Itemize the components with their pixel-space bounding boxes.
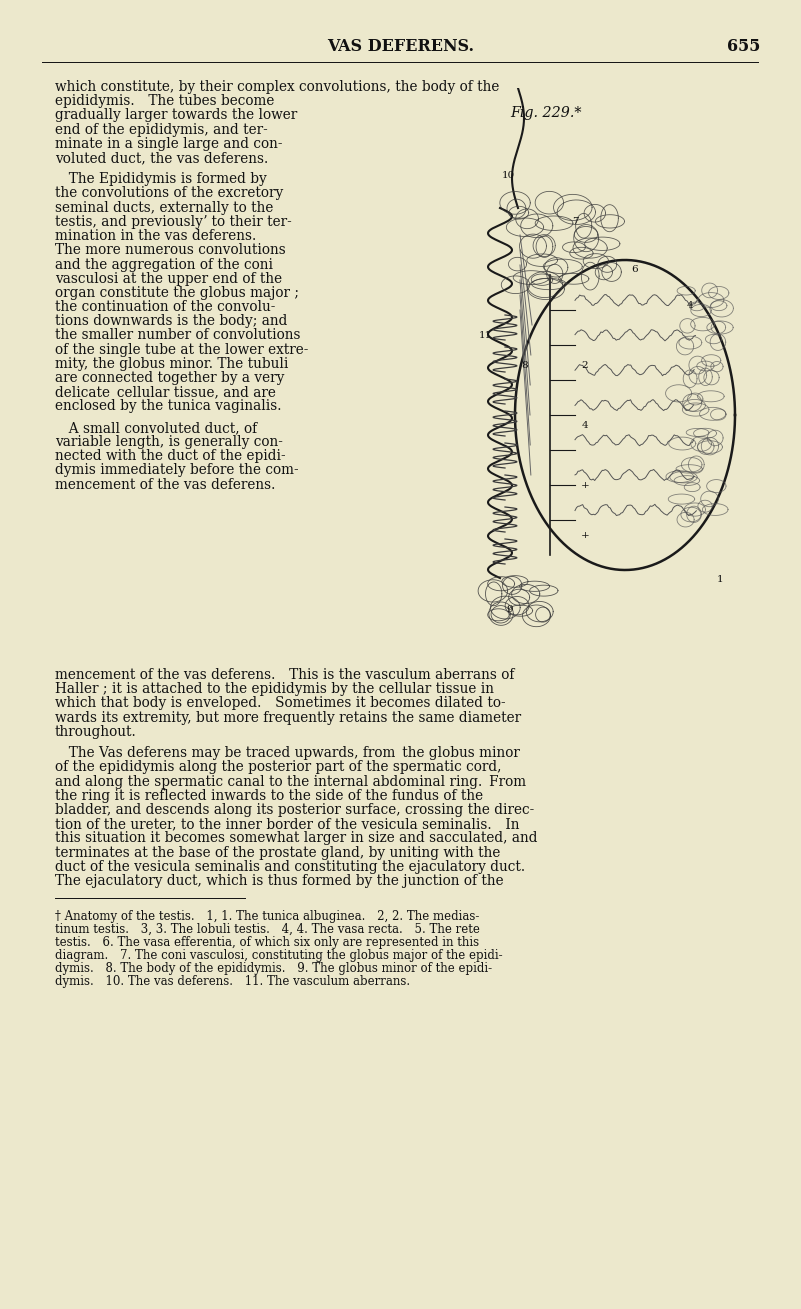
Text: +: + xyxy=(581,480,590,490)
Text: dymis.  8. The body of the epididymis.  9. The globus minor of the epidi-: dymis. 8. The body of the epididymis. 9.… xyxy=(55,962,492,975)
Text: 6: 6 xyxy=(632,266,638,275)
Text: The Epididymis is formed by: The Epididymis is formed by xyxy=(55,173,267,186)
Text: VAS DEFERENS.: VAS DEFERENS. xyxy=(327,38,474,55)
Text: The Vas deferens may be traced upwards, from the globus minor: The Vas deferens may be traced upwards, … xyxy=(55,746,520,761)
Text: epididymis.  The tubes become: epididymis. The tubes become xyxy=(55,94,275,109)
Text: the ring it is reflected inwards to the side of the fundus of the: the ring it is reflected inwards to the … xyxy=(55,789,483,802)
Text: 8: 8 xyxy=(521,360,529,369)
Text: 1: 1 xyxy=(717,576,723,585)
Text: The ejaculatory duct, which is thus formed by the junction of the: The ejaculatory duct, which is thus form… xyxy=(55,874,504,888)
Text: delicate cellular tissue, and are: delicate cellular tissue, and are xyxy=(55,385,276,399)
Text: are connected together by a very: are connected together by a very xyxy=(55,370,284,385)
Text: this situation it becomes somewhat larger in size and sacculated, and: this situation it becomes somewhat large… xyxy=(55,831,537,846)
Text: wards its extremity, but more frequently retains the same diameter: wards its extremity, but more frequently… xyxy=(55,711,521,725)
Text: A small convoluted duct, of: A small convoluted duct, of xyxy=(55,420,257,435)
Text: mination in the vas deferens.: mination in the vas deferens. xyxy=(55,229,256,243)
Text: +: + xyxy=(581,530,590,539)
Text: testis.  6. The vasa efferentia, of which six only are represented in this: testis. 6. The vasa efferentia, of which… xyxy=(55,936,479,949)
Text: dymis immediately before the com-: dymis immediately before the com- xyxy=(55,463,299,478)
Text: 9: 9 xyxy=(507,606,513,614)
Text: † Anatomy of the testis.  1, 1. The tunica albuginea.  2, 2. The medias-: † Anatomy of the testis. 1, 1. The tunic… xyxy=(55,910,479,923)
Text: terminates at the base of the prostate gland, by uniting with the: terminates at the base of the prostate g… xyxy=(55,846,501,860)
Text: variable length, is generally con-: variable length, is generally con- xyxy=(55,435,283,449)
Text: of the single tube at the lower extre-: of the single tube at the lower extre- xyxy=(55,343,308,356)
Text: diagram.  7. The coni vasculosi, constituting the globus major of the epidi-: diagram. 7. The coni vasculosi, constitu… xyxy=(55,949,502,962)
Text: the smaller number of convolutions: the smaller number of convolutions xyxy=(55,329,300,343)
Text: 10: 10 xyxy=(501,170,514,179)
Text: gradually larger towards the lower: gradually larger towards the lower xyxy=(55,109,297,123)
Text: and the aggregation of the coni: and the aggregation of the coni xyxy=(55,258,273,271)
Text: minate in a single large and con-: minate in a single large and con- xyxy=(55,137,283,151)
Text: 11: 11 xyxy=(478,330,492,339)
Text: voluted duct, the vas deferens.: voluted duct, the vas deferens. xyxy=(55,151,268,165)
Text: which that body is enveloped.  Sometimes it becomes dilated to-: which that body is enveloped. Sometimes … xyxy=(55,696,505,711)
Text: mencement of the vas deferens.  This is the vasculum aberrans of: mencement of the vas deferens. This is t… xyxy=(55,668,514,682)
Text: 4: 4 xyxy=(686,301,694,309)
Text: organ constitute the globus major ;: organ constitute the globus major ; xyxy=(55,285,299,300)
Text: which constitute, by their complex convolutions, the body of the: which constitute, by their complex convo… xyxy=(55,80,499,94)
Text: throughout.: throughout. xyxy=(55,725,137,738)
Text: nected with the duct of the epidi-: nected with the duct of the epidi- xyxy=(55,449,286,463)
Text: 7: 7 xyxy=(572,217,578,226)
Text: of the epididymis along the posterior part of the spermatic cord,: of the epididymis along the posterior pa… xyxy=(55,761,501,775)
Text: 655: 655 xyxy=(727,38,760,55)
Text: duct of the vesicula seminalis and constituting the ejaculatory duct.: duct of the vesicula seminalis and const… xyxy=(55,860,525,873)
Text: the convolutions of the excretory: the convolutions of the excretory xyxy=(55,186,284,200)
Text: Haller ; it is attached to the epididymis by the cellular tissue in: Haller ; it is attached to the epididymi… xyxy=(55,682,494,696)
Text: bladder, and descends along its posterior surface, crossing the direc-: bladder, and descends along its posterio… xyxy=(55,802,534,817)
Text: tions downwards is the body; and: tions downwards is the body; and xyxy=(55,314,288,329)
Text: tinum testis.  3, 3. The lobuli testis.  4, 4. The vasa recta.  5. The rete: tinum testis. 3, 3. The lobuli testis. 4… xyxy=(55,923,480,936)
Text: and along the spermatic canal to the internal abdominal ring. From: and along the spermatic canal to the int… xyxy=(55,775,526,788)
Text: 2: 2 xyxy=(582,360,588,369)
Text: vasculosi at the upper end of the: vasculosi at the upper end of the xyxy=(55,272,282,285)
Text: testis, and previouslyʼ to their ter-: testis, and previouslyʼ to their ter- xyxy=(55,215,292,229)
Text: dymis.  10. The vas deferens.  11. The vasculum aberrans.: dymis. 10. The vas deferens. 11. The vas… xyxy=(55,975,410,988)
Text: end of the epididymis, and ter-: end of the epididymis, and ter- xyxy=(55,123,268,136)
Text: Fig. 229.*: Fig. 229.* xyxy=(510,106,582,120)
Text: mity, the globus minor. The tubuli: mity, the globus minor. The tubuli xyxy=(55,357,288,370)
Text: seminal ducts, externally to the: seminal ducts, externally to the xyxy=(55,200,273,215)
Text: the continuation of the convolu-: the continuation of the convolu- xyxy=(55,300,276,314)
Text: tion of the ureter, to the inner border of the vesicula seminalis.  In: tion of the ureter, to the inner border … xyxy=(55,817,520,831)
Text: The more numerous convolutions: The more numerous convolutions xyxy=(55,243,286,258)
Text: enclosed by the tunica vaginalis.: enclosed by the tunica vaginalis. xyxy=(55,399,281,414)
Text: 4: 4 xyxy=(582,420,588,429)
Text: mencement of the vas deferens.: mencement of the vas deferens. xyxy=(55,478,276,492)
